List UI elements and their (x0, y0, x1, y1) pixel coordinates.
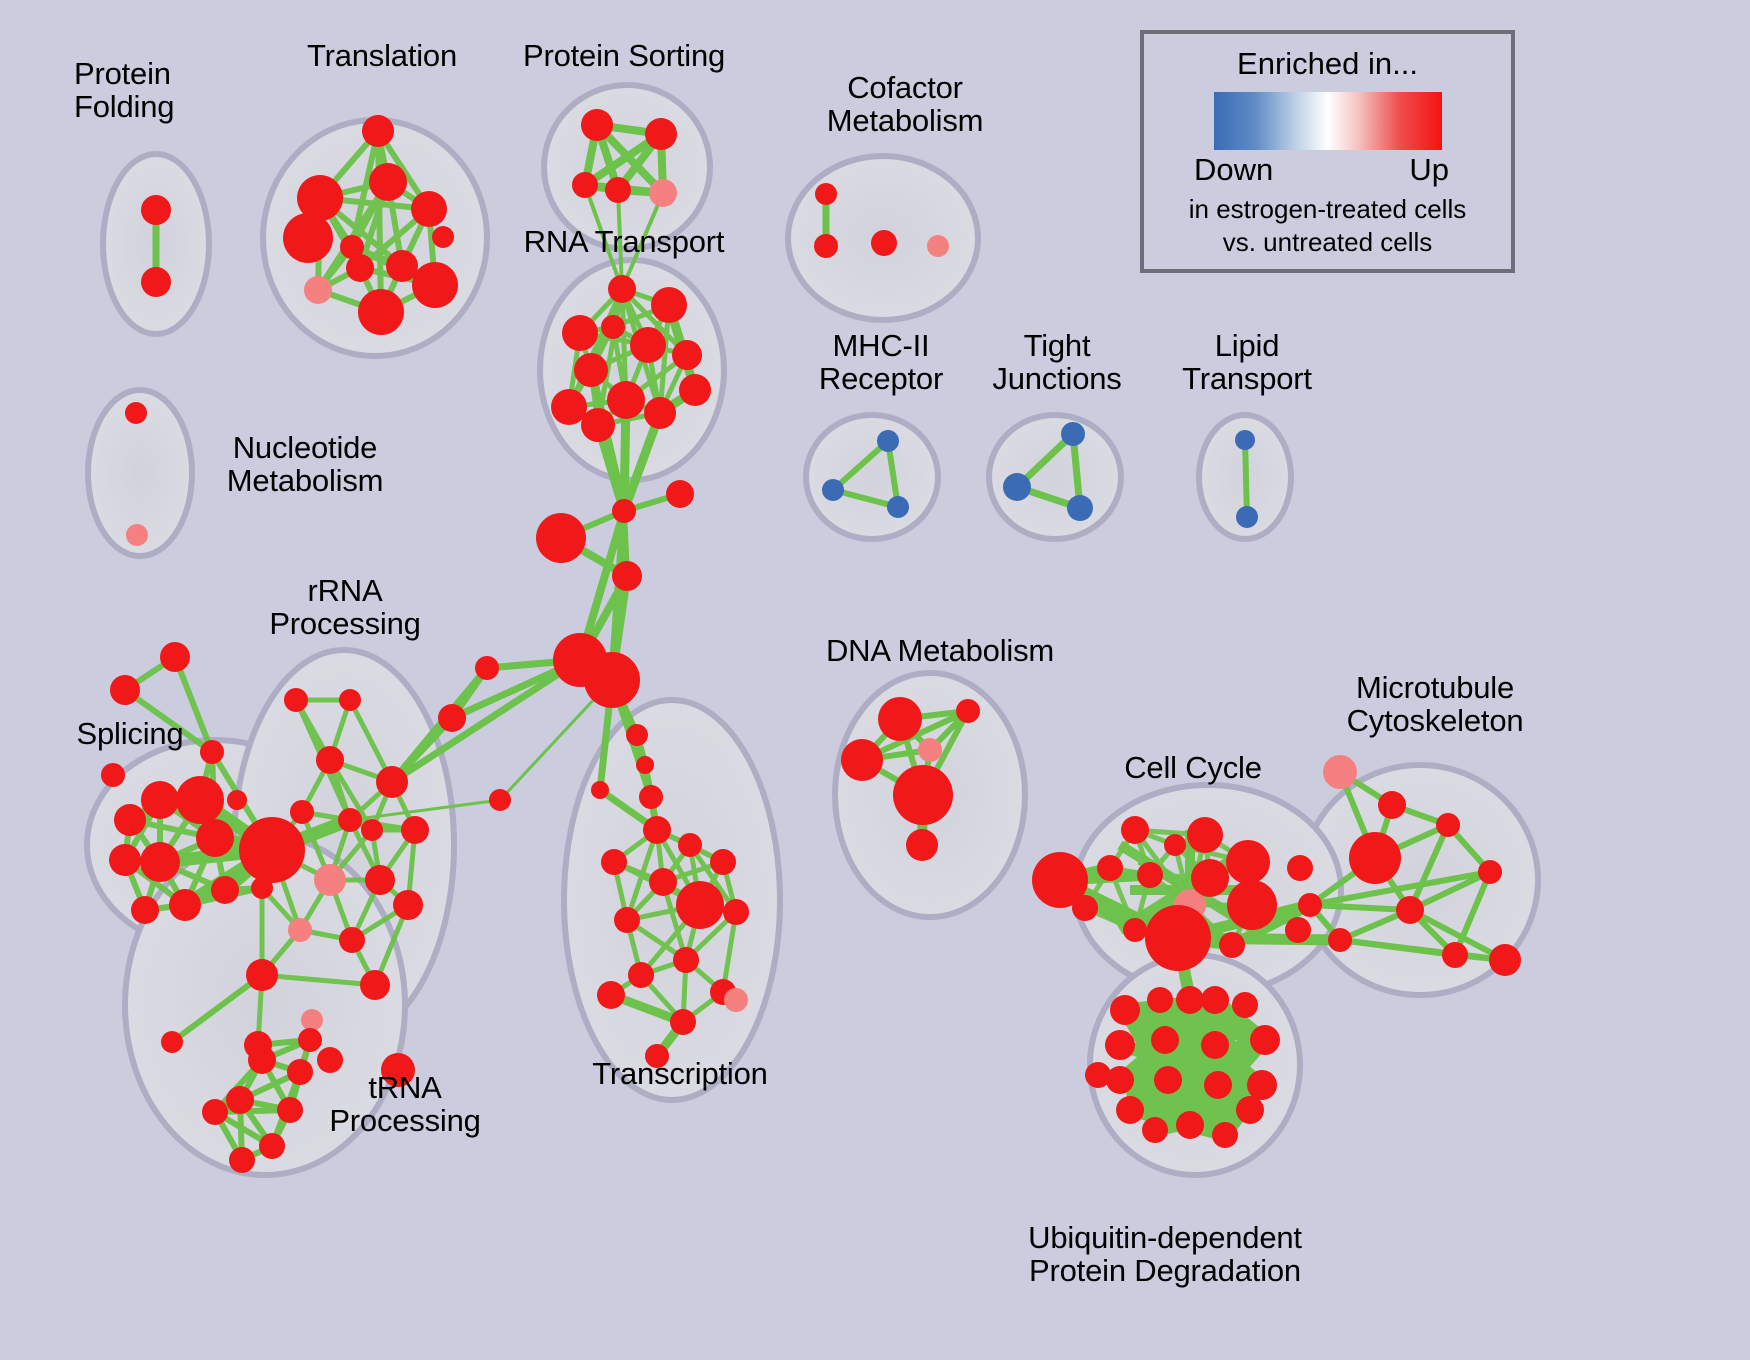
label-protein-sorting: Protein Sorting (522, 38, 726, 73)
label-rrna-processing: rRNA Processing (269, 573, 421, 641)
legend-subtitle-line2: vs. untreated cells (1222, 226, 1433, 257)
label-protein-folding: Protein Folding (74, 56, 175, 124)
label-lipid-transport: Lipid Transport (1182, 328, 1312, 396)
legend-endpoints: Down Up (1144, 152, 1511, 192)
label-nucleotide-metabolism: Nucleotide Metabolism (226, 430, 384, 498)
hull-nucleotide-metabolism (85, 387, 195, 559)
network-nodes (101, 109, 1521, 1173)
legend-gradient-bar (1213, 92, 1442, 150)
legend-high-label: Up (1409, 152, 1449, 187)
label-cell-cycle: Cell Cycle (1124, 750, 1262, 785)
hull-mhc-ii-receptor (803, 412, 941, 542)
label-microtubule-cytoskeleton: Microtubule Cytoskeleton (1346, 670, 1524, 738)
label-rna-transport: RNA Transport (523, 224, 725, 259)
legend-panel: Enriched in... Down Up in estrogen-treat… (1140, 30, 1515, 273)
label-transcription: Transcription (592, 1056, 768, 1091)
legend-low-label: Down (1194, 152, 1274, 187)
legend-subtitle-line1: in estrogen-treated cells (1188, 194, 1467, 224)
label-trna-processing: tRNA Processing (329, 1070, 481, 1138)
label-translation: Translation (307, 38, 457, 73)
legend-title: Enriched in... (1237, 46, 1418, 81)
label-cofactor-metabolism: Cofactor Metabolism (826, 70, 984, 138)
label-tight-junctions: Tight Junctions (992, 328, 1122, 396)
label-dna-metabolism: DNA Metabolism (825, 633, 1055, 668)
label-splicing: Splicing (76, 716, 184, 751)
label-mhc-ii-receptor: MHC-II Receptor (818, 328, 944, 396)
label-ubiquitin-protein-degradation: Ubiquitin-dependent Protein Degradation (1028, 1220, 1302, 1288)
